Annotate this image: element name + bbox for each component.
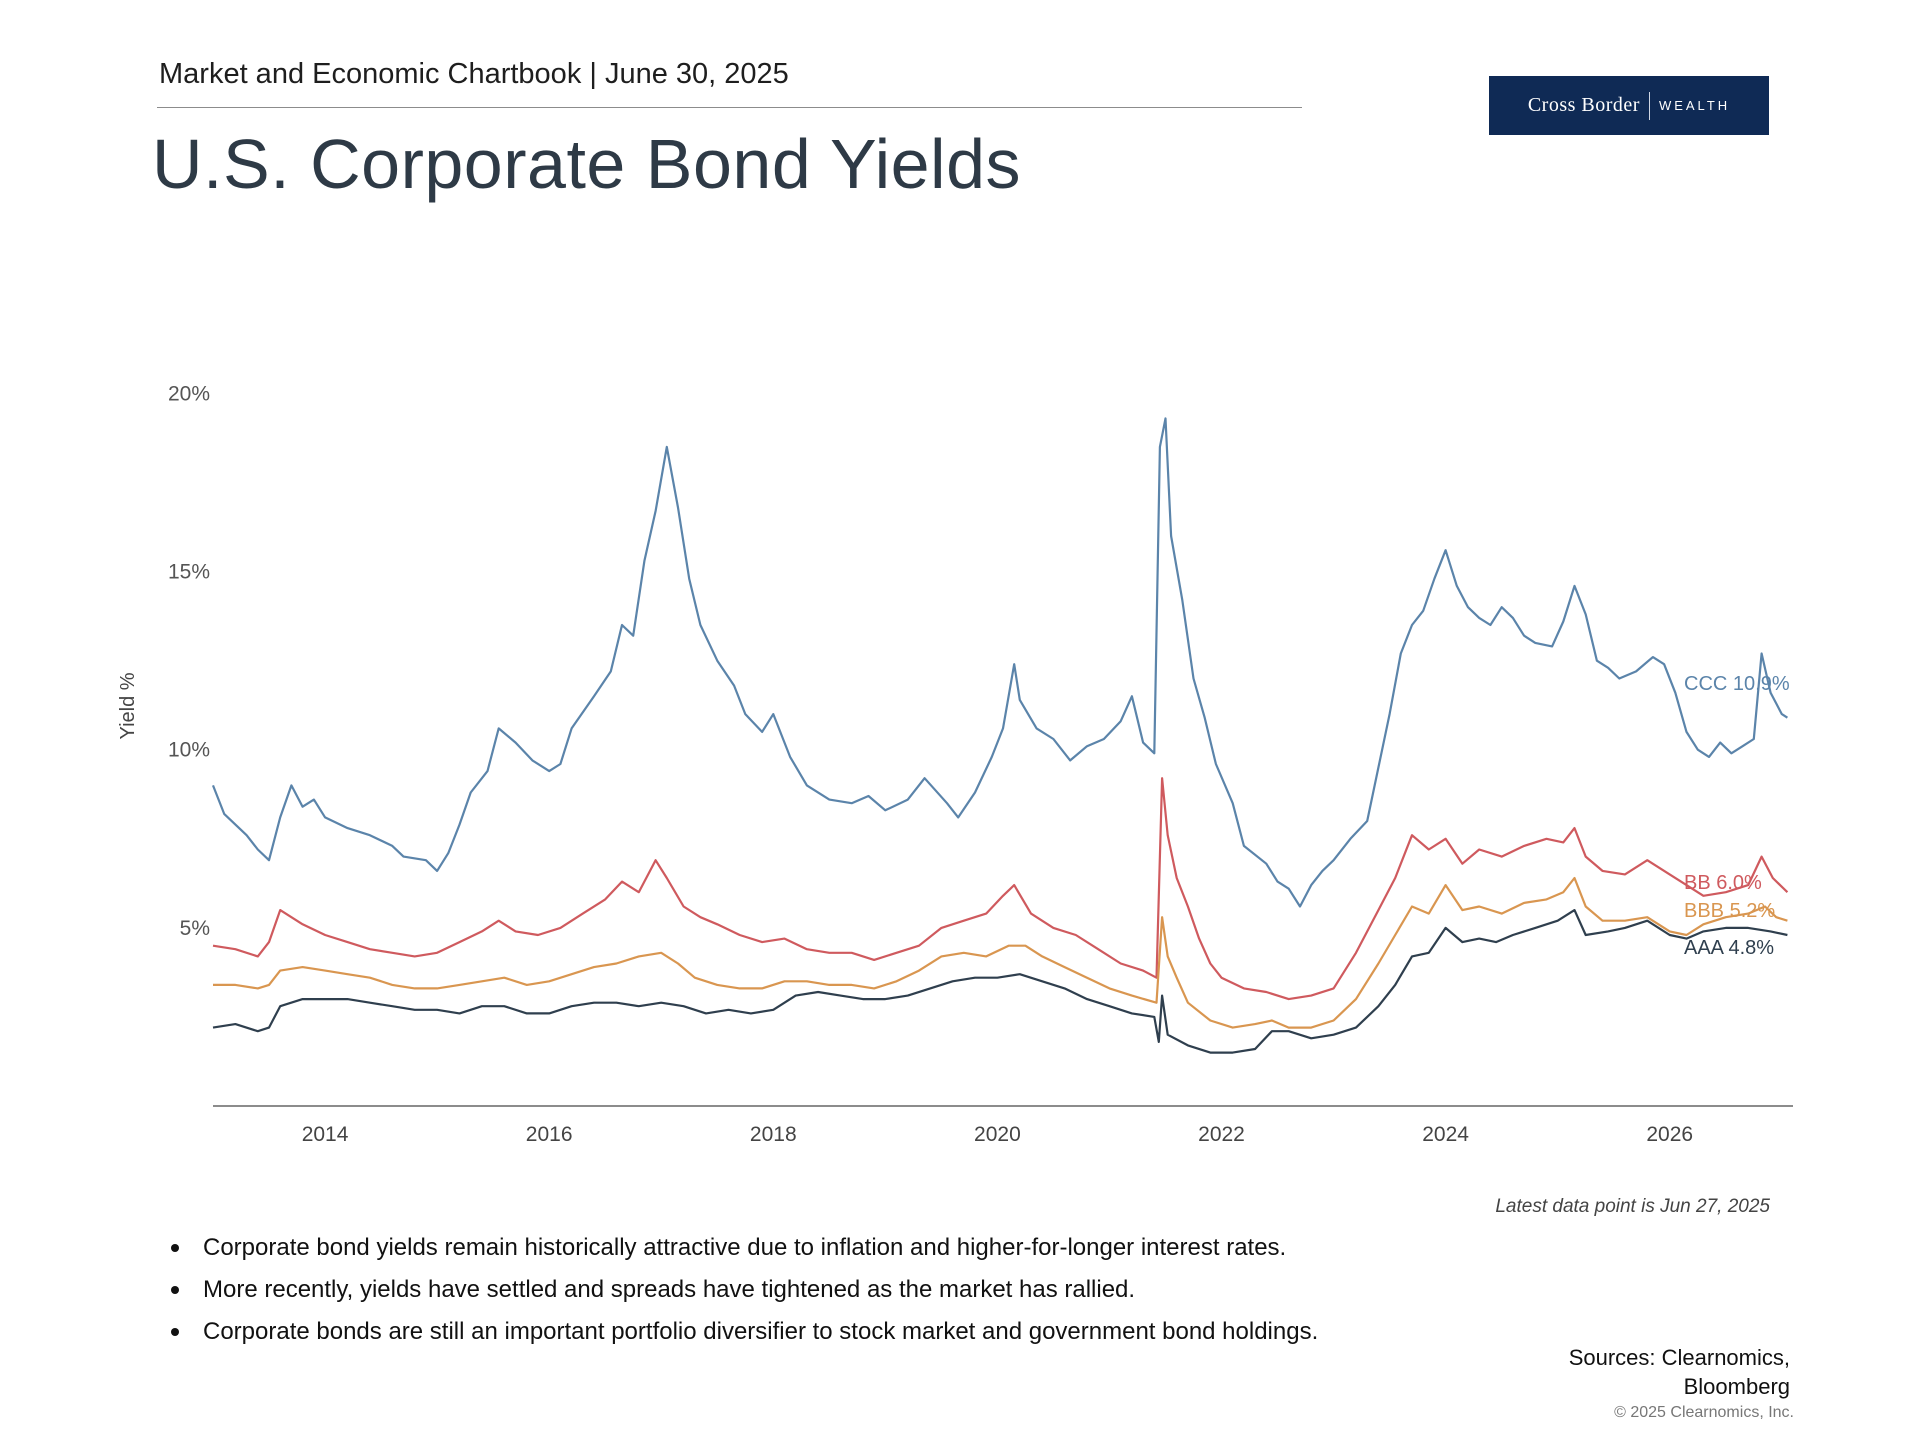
series-label-bb: BB 6.0% [1684,872,1762,894]
x-tick-label: 2024 [1422,1123,1469,1146]
logo-divider [1648,91,1650,120]
commentary-bullet: More recently, yields have settled and s… [168,1274,1368,1306]
latest-data-note: Latest data point is Jun 27, 2025 [1495,1196,1770,1217]
series-line-aaa [212,909,1788,1054]
page-title: U.S. Corporate Bond Yields [152,125,1022,203]
copyright-note: © 2025 Clearnomics, Inc. [1614,1404,1794,1421]
y-axis-ticks: 5% 10% 15% 20% [168,382,210,939]
series-line-bbb [213,876,1788,1029]
y-axis-label: Yield % [117,672,139,739]
series-end-labels: CCC 10.9% BB 6.0% BBB 5.2% AAA 4.8% [1684,673,1790,959]
x-tick-label: 2020 [974,1123,1021,1146]
sources-line: Bloomberg [1683,1374,1790,1399]
series-line-bb [212,777,1789,1001]
commentary-list: Corporate bond yields remain historicall… [168,1232,1368,1358]
x-tick-label: 2026 [1646,1123,1693,1146]
logo-wordmark: Cross Border [1527,94,1640,116]
series-line-ccc [211,417,1788,908]
x-tick-label: 2014 [302,1123,349,1146]
x-axis-ticks: 2014 2016 2018 2020 2022 2024 2026 [302,1123,1693,1146]
y-tick-label: 20% [168,382,210,405]
brand-logo[interactable]: Cross Border WEALTH [1489,76,1769,135]
series-label-ccc: CCC 10.9% [1684,673,1790,695]
sources-note: Sources: Clearnomics, Bloomberg [1530,1343,1790,1401]
chartbook-subtitle: Market and Economic Chartbook | June 30,… [159,58,789,90]
y-tick-label: 15% [168,561,210,584]
y-tick-label: 5% [180,917,210,940]
header-divider [157,107,1302,108]
commentary-bullet: Corporate bonds are still an important p… [168,1316,1368,1348]
logo-subword: WEALTH [1658,98,1731,113]
sources-line: Sources: Clearnomics, [1568,1345,1790,1370]
x-tick-label: 2022 [1198,1123,1245,1146]
y-tick-label: 10% [168,739,210,762]
x-tick-label: 2018 [750,1123,797,1146]
series-label-aaa: AAA 4.8% [1684,937,1774,959]
commentary-bullet: Corporate bond yields remain historicall… [168,1232,1368,1264]
series-label-bbb: BBB 5.2% [1684,900,1775,922]
x-tick-label: 2016 [526,1123,573,1146]
series-lines [211,417,1789,1054]
